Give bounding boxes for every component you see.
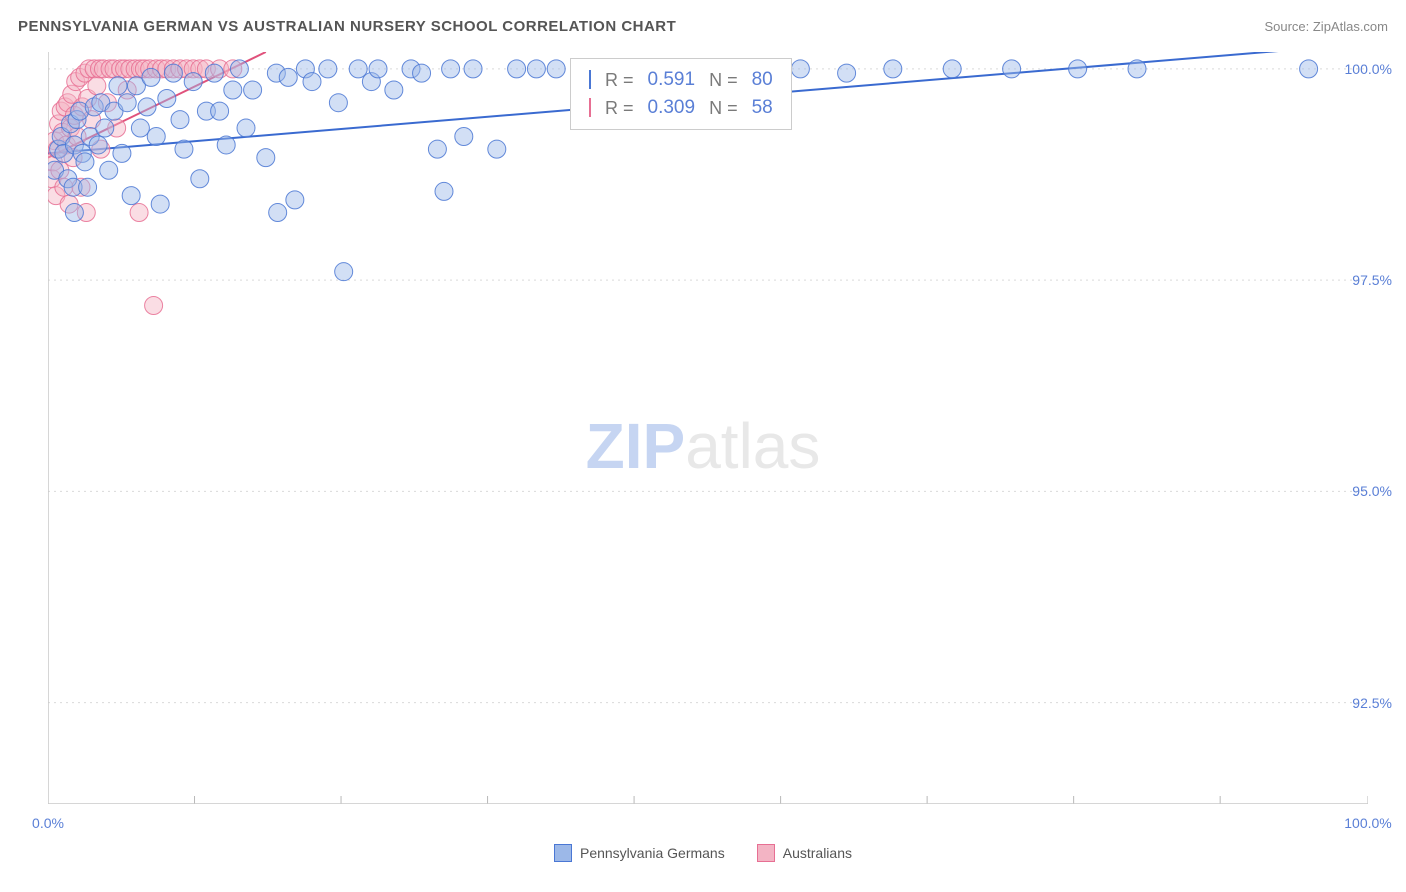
- plot-svg: [48, 52, 1368, 804]
- stats-n-label: N =: [703, 67, 744, 93]
- legend-swatch: [554, 844, 572, 862]
- stats-r-value: 0.309: [642, 95, 702, 121]
- y-tick-label: 97.5%: [1292, 272, 1392, 288]
- source-prefix: Source:: [1264, 19, 1312, 34]
- stats-swatch: [589, 70, 591, 89]
- stats-n-value: 58: [746, 95, 779, 121]
- legend-bottom: Pennsylvania Germans Australians: [0, 844, 1406, 862]
- chart-title: PENNSYLVANIA GERMAN VS AUSTRALIAN NURSER…: [18, 18, 676, 35]
- stats-n-value: 80: [746, 67, 779, 93]
- legend-swatch: [757, 844, 775, 862]
- stats-r-label: R =: [599, 95, 640, 121]
- stats-swatch: [589, 98, 591, 117]
- plot-area: [48, 52, 1368, 804]
- source-link[interactable]: ZipAtlas.com: [1313, 19, 1388, 34]
- source-label: Source: ZipAtlas.com: [1264, 19, 1388, 34]
- legend-item[interactable]: Australians: [757, 844, 852, 862]
- correlation-stats-box: R =0.591N =80R =0.309N =58: [570, 58, 792, 130]
- legend-item[interactable]: Pennsylvania Germans: [554, 844, 725, 862]
- y-tick-label: 92.5%: [1292, 695, 1392, 711]
- title-row: PENNSYLVANIA GERMAN VS AUSTRALIAN NURSER…: [18, 18, 1388, 35]
- legend-label: Pennsylvania Germans: [580, 845, 725, 861]
- y-tick-label: 95.0%: [1292, 483, 1392, 499]
- x-tick-label: 0.0%: [32, 815, 64, 831]
- y-tick-label: 100.0%: [1292, 61, 1392, 77]
- stats-r-label: R =: [599, 67, 640, 93]
- stats-n-label: N =: [703, 95, 744, 121]
- chart-container: PENNSYLVANIA GERMAN VS AUSTRALIAN NURSER…: [0, 0, 1406, 892]
- stats-r-value: 0.591: [642, 67, 702, 93]
- stats-row: R =0.591N =80: [583, 67, 779, 93]
- x-tick-labels: 0.0%100.0%: [48, 815, 1368, 835]
- legend-label: Australians: [783, 845, 852, 861]
- y-tick-labels: 92.5% 95.0% 97.5% 100.0%: [1292, 52, 1392, 804]
- x-tick-label: 100.0%: [1344, 815, 1391, 831]
- stats-row: R =0.309N =58: [583, 95, 779, 121]
- stats-table: R =0.591N =80R =0.309N =58: [581, 65, 781, 123]
